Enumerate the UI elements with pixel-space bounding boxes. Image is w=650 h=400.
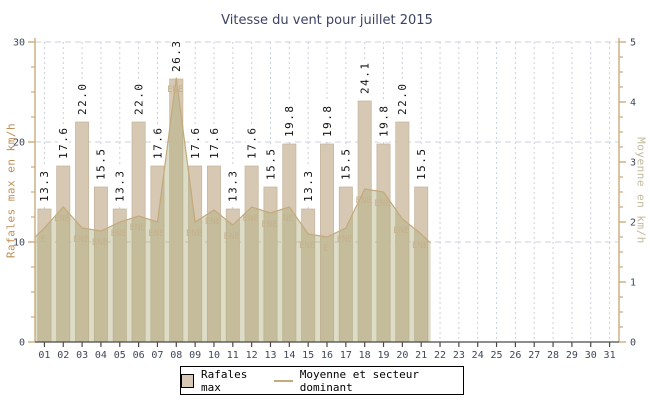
svg-text:ENE: ENE (92, 238, 108, 248)
svg-text:08: 08 (170, 350, 182, 361)
svg-text:11: 11 (227, 350, 239, 361)
svg-text:13.3: 13.3 (302, 170, 315, 203)
svg-text:ENE: ENE (224, 232, 240, 242)
svg-text:20: 20 (13, 138, 25, 149)
svg-text:26: 26 (509, 350, 521, 361)
svg-text:05: 05 (114, 350, 126, 361)
svg-text:24: 24 (472, 350, 484, 361)
svg-text:04: 04 (95, 350, 107, 361)
svg-text:5: 5 (630, 38, 636, 49)
svg-text:22.0: 22.0 (132, 83, 145, 116)
legend-box: Rafales max Moyenne et secteur dominant (180, 366, 464, 395)
svg-text:17: 17 (340, 350, 352, 361)
svg-text:17.6: 17.6 (57, 127, 70, 160)
svg-text:15.5: 15.5 (340, 148, 353, 181)
svg-text:24.1: 24.1 (358, 62, 371, 95)
svg-text:28: 28 (547, 350, 559, 361)
svg-text:ENE: ENE (374, 199, 390, 209)
svg-text:18: 18 (359, 350, 371, 361)
line-sample-icon (274, 379, 293, 382)
svg-text:30: 30 (13, 38, 25, 49)
svg-text:01: 01 (38, 350, 50, 361)
svg-text:2: 2 (630, 218, 636, 229)
svg-text:ENE: ENE (205, 217, 221, 227)
svg-text:15.5: 15.5 (264, 148, 277, 181)
legend-bar-label: Rafales max (200, 367, 248, 394)
svg-text:NE: NE (283, 214, 294, 224)
svg-text:ENE: ENE (243, 214, 259, 224)
svg-text:29: 29 (566, 350, 578, 361)
svg-text:0: 0 (19, 338, 25, 349)
svg-text:27: 27 (528, 350, 540, 361)
svg-text:4: 4 (630, 98, 636, 109)
svg-text:0: 0 (630, 338, 636, 349)
svg-text:22.0: 22.0 (76, 83, 89, 116)
svg-text:15.5: 15.5 (415, 148, 428, 181)
svg-text:ENE: ENE (261, 220, 277, 230)
svg-text:ENE: ENE (54, 214, 70, 224)
svg-text:26.3: 26.3 (170, 40, 183, 73)
svg-text:14: 14 (283, 350, 295, 361)
svg-text:1: 1 (630, 278, 636, 289)
svg-text:19.8: 19.8 (283, 105, 296, 138)
svg-text:13.3: 13.3 (114, 170, 127, 203)
svg-text:31: 31 (604, 350, 616, 361)
svg-text:ENE: ENE (337, 235, 353, 245)
svg-text:13: 13 (264, 350, 276, 361)
bar-swatch-icon (181, 373, 194, 388)
svg-text:13.3: 13.3 (38, 170, 51, 203)
svg-text:ENE: ENE (186, 229, 202, 239)
svg-text:17.6: 17.6 (245, 127, 258, 160)
svg-text:10: 10 (13, 238, 25, 249)
svg-text:E: E (41, 235, 46, 245)
svg-text:22: 22 (434, 350, 446, 361)
svg-text:ENE: ENE (148, 229, 164, 239)
svg-text:19.8: 19.8 (321, 105, 334, 138)
svg-text:ENE: ENE (73, 235, 89, 245)
svg-text:02: 02 (57, 350, 69, 361)
svg-text:ENE: ENE (299, 241, 315, 251)
svg-text:25: 25 (491, 350, 503, 361)
svg-text:19.8: 19.8 (377, 105, 390, 138)
svg-text:ENE: ENE (412, 241, 428, 251)
svg-text:10: 10 (208, 350, 220, 361)
svg-text:12: 12 (246, 350, 258, 361)
svg-text:13.3: 13.3 (227, 170, 240, 203)
svg-text:ENE: ENE (356, 196, 372, 206)
svg-text:19: 19 (377, 350, 389, 361)
svg-text:07: 07 (151, 350, 163, 361)
svg-text:17.6: 17.6 (208, 127, 221, 160)
svg-text:ENE: ENE (129, 223, 145, 233)
svg-text:ENE: ENE (167, 85, 183, 95)
svg-text:15: 15 (302, 350, 314, 361)
svg-text:ENE: ENE (393, 226, 409, 236)
svg-text:3: 3 (630, 158, 636, 169)
svg-text:03: 03 (76, 350, 88, 361)
svg-text:16: 16 (321, 350, 333, 361)
svg-text:15.5: 15.5 (95, 148, 108, 181)
svg-text:23: 23 (453, 350, 465, 361)
svg-text:21: 21 (415, 350, 427, 361)
svg-text:09: 09 (189, 350, 201, 361)
svg-text:06: 06 (133, 350, 145, 361)
chart-title: Vitesse du vent pour juillet 2015 (221, 13, 433, 28)
svg-text:30: 30 (585, 350, 597, 361)
svg-text:ENE: ENE (111, 229, 127, 239)
svg-text:17.6: 17.6 (151, 127, 164, 160)
svg-text:17.6: 17.6 (189, 127, 202, 160)
legend-line-label: Moyenne et secteur dominant (299, 367, 419, 394)
svg-text:22.0: 22.0 (396, 83, 409, 116)
svg-text:E: E (323, 244, 328, 254)
svg-text:20: 20 (396, 350, 408, 361)
